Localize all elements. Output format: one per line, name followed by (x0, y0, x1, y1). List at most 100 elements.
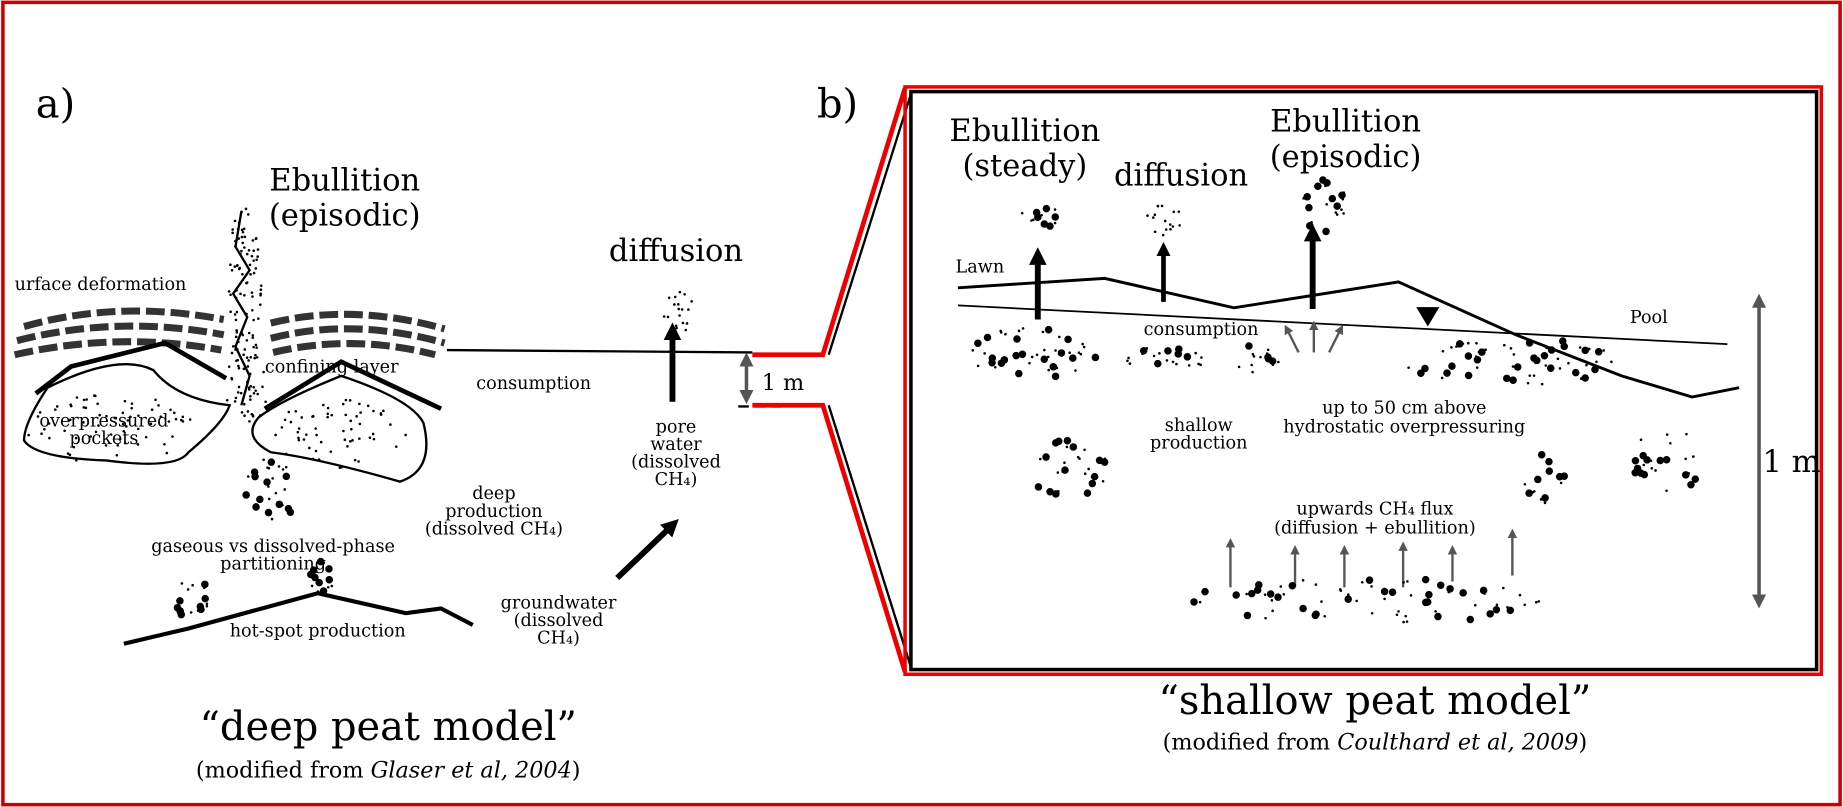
bubble (316, 590, 320, 593)
bubble (236, 348, 239, 351)
bubble (1447, 590, 1451, 594)
bubble (1425, 590, 1433, 599)
bubble (94, 430, 98, 434)
bubble (1237, 365, 1241, 369)
bubble (1252, 355, 1256, 358)
bubble (983, 352, 986, 355)
bubble (1579, 377, 1583, 380)
bubble (1091, 353, 1100, 362)
bubble (264, 508, 273, 517)
bubble (358, 437, 361, 440)
bubble (1068, 351, 1071, 354)
bubble (1333, 202, 1341, 210)
bubble (283, 418, 287, 422)
bubble (274, 491, 278, 495)
bubble (1046, 355, 1050, 359)
label: shallow (1165, 416, 1233, 436)
bubble (254, 353, 257, 357)
bubble (250, 412, 254, 416)
bubble (171, 435, 174, 438)
bubble (234, 335, 238, 339)
bubble (1268, 357, 1277, 365)
bubble (350, 427, 353, 431)
bubble (1474, 355, 1478, 358)
bubble (68, 453, 72, 457)
bubble (116, 444, 120, 447)
bubble (1531, 490, 1535, 494)
bubble (1243, 611, 1252, 620)
bubble (252, 271, 256, 275)
label: urface deformation (15, 275, 187, 295)
bubble (1320, 600, 1323, 603)
bubble (1065, 445, 1069, 449)
bubble (154, 398, 157, 402)
bubble (1405, 620, 1409, 623)
bubble (1069, 443, 1078, 451)
bubble (1492, 606, 1501, 614)
bubble (297, 438, 301, 442)
bubble (372, 437, 376, 441)
bubble (230, 377, 234, 381)
bubble (243, 348, 247, 351)
bubble (1323, 614, 1327, 618)
bubble (205, 604, 209, 608)
bubble (165, 451, 169, 455)
bubble (229, 293, 232, 297)
bubble (971, 349, 975, 352)
bubble (242, 353, 245, 356)
bubble (1365, 576, 1374, 584)
bubble (230, 351, 234, 355)
bubble (280, 426, 284, 429)
bubble (1044, 325, 1053, 334)
bubble (267, 466, 271, 470)
bubble (1164, 228, 1168, 231)
bubble (1532, 374, 1536, 377)
bubble (1546, 364, 1555, 372)
bubble (262, 458, 265, 462)
bubble (1421, 575, 1430, 584)
bubble (1547, 346, 1556, 354)
bubble (1322, 227, 1330, 236)
label: pockets (69, 429, 138, 449)
bubble (357, 460, 360, 463)
bubble (1395, 613, 1399, 617)
bubble (262, 370, 265, 374)
bubble (136, 443, 140, 446)
bubble (233, 265, 237, 268)
bubble (96, 402, 99, 406)
caption-text: (modified from (196, 758, 371, 784)
bubble (1642, 463, 1646, 467)
bubble (342, 429, 345, 433)
label: groundwater (501, 593, 617, 613)
bubble (1043, 348, 1046, 352)
bubble (1088, 479, 1097, 488)
bubble (666, 315, 670, 319)
bubble (196, 602, 205, 611)
bubble (404, 433, 407, 437)
bubble (667, 296, 671, 300)
bubble (235, 289, 238, 292)
bubble (1402, 581, 1405, 584)
bubble (1168, 223, 1172, 226)
bubble (1478, 348, 1486, 356)
bubble (1342, 212, 1345, 215)
bubble (245, 312, 248, 316)
bubble (240, 235, 244, 239)
bubble (263, 478, 271, 486)
label: hot-spot production (230, 622, 406, 642)
bubble (674, 324, 678, 328)
bubble (1030, 355, 1034, 359)
bubble (662, 315, 666, 318)
bubble (98, 413, 102, 417)
bubble (247, 359, 250, 362)
label: upwards CH₄ flux (1296, 500, 1453, 520)
bubble (240, 228, 244, 232)
bubble (974, 339, 982, 347)
label: (dissolved CH₄) (425, 519, 563, 539)
bubble (230, 269, 234, 272)
bubble (237, 221, 241, 225)
bubble (394, 445, 398, 448)
caption-title: “deep peat model” (199, 704, 576, 750)
bubble (297, 427, 301, 430)
bubble (176, 597, 184, 605)
